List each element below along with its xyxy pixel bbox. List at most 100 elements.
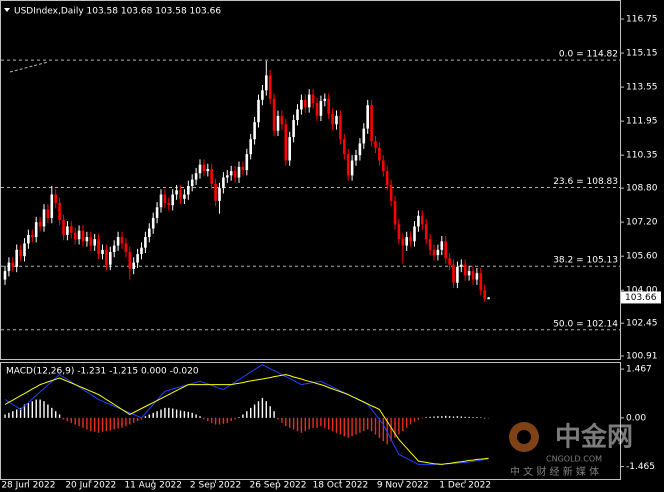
candle-body — [460, 264, 463, 267]
macd-histogram-bar — [105, 417, 108, 432]
macd-histogram-bar — [4, 414, 6, 418]
macd-histogram-bar — [265, 401, 267, 418]
x-tick-label: 20 Jul 2022 — [65, 481, 116, 491]
macd-histogram-bar — [445, 415, 447, 418]
candle-body — [261, 90, 264, 100]
macd-histogram-bar — [238, 417, 240, 418]
macd-histogram-bar — [195, 414, 197, 418]
candle-body — [327, 98, 330, 114]
macd-histogram-bar — [129, 417, 131, 425]
macd-histogram-bar — [58, 414, 61, 418]
macd-histogram-bar — [8, 412, 10, 418]
candle-body — [343, 139, 346, 155]
y-tick-label: 100.91 — [626, 351, 658, 361]
macd-histogram-bar — [27, 402, 30, 418]
macd-histogram-bar — [363, 417, 365, 432]
macd-histogram-bar — [113, 417, 115, 430]
candle-body — [233, 171, 237, 178]
macd-histogram-bar — [23, 404, 26, 418]
candle-body — [140, 247, 143, 255]
candle-body — [331, 113, 334, 125]
main-pane-frame — [0, 0, 621, 360]
watermark-tagline: 中 文 财 经 新 媒 体 — [510, 465, 599, 478]
candle-body — [257, 99, 260, 123]
candle-body — [471, 271, 475, 280]
candle-body — [73, 232, 77, 240]
candle-body — [335, 115, 338, 125]
candle-body — [81, 230, 85, 242]
macd-histogram-bar — [187, 411, 189, 418]
candle-body — [432, 249, 436, 256]
candle-body — [444, 241, 447, 259]
macd-histogram-bar — [320, 417, 322, 427]
macd-histogram-bar — [273, 411, 275, 418]
candle-body — [159, 194, 163, 208]
candle-body — [393, 200, 397, 225]
candle-body — [288, 137, 291, 161]
macd-histogram-bar — [281, 417, 283, 423]
y-tick-label: 113.55 — [626, 83, 658, 93]
macd-histogram-bar — [406, 417, 408, 428]
candle-body — [23, 243, 26, 257]
candle-body — [112, 245, 116, 252]
macd-histogram-bar — [339, 417, 342, 435]
candle-body — [280, 115, 284, 125]
candle-body — [101, 249, 104, 255]
candle-body — [89, 237, 93, 246]
macd-histogram-bar — [480, 417, 482, 419]
candle-body — [148, 228, 151, 238]
y-tick-label: -1.465 — [626, 462, 655, 472]
candle-body — [487, 297, 490, 300]
candle-body — [214, 183, 217, 201]
macd-histogram-bar — [31, 401, 33, 418]
macd-histogram-bar — [429, 416, 431, 418]
candle-body — [202, 164, 206, 172]
candle-body — [475, 273, 479, 280]
candle-body — [187, 186, 190, 195]
candle-body — [389, 184, 393, 201]
macd-histogram-bar — [285, 417, 287, 427]
macd-histogram-bar — [312, 417, 314, 428]
candle-body — [171, 194, 174, 206]
macd-histogram-bar — [472, 417, 474, 418]
candle-body — [116, 237, 120, 246]
macd-histogram-bar — [70, 417, 72, 423]
chart-title: USDIndex,Daily 103.58 103.68 103.58 103.… — [14, 7, 221, 17]
candle-body — [483, 290, 486, 299]
macd-histogram-bar — [97, 417, 100, 433]
candle-body — [183, 194, 186, 199]
macd-histogram-bar — [300, 417, 303, 433]
candle-body — [401, 239, 405, 246]
candle-body — [456, 266, 459, 283]
macd-histogram-bar — [257, 401, 260, 418]
candle-body — [198, 164, 202, 174]
candle-body — [194, 173, 198, 180]
macd-histogram-bar — [140, 417, 143, 420]
macd-histogram-bar — [39, 399, 41, 418]
candle-body — [268, 75, 272, 99]
candle-body — [315, 103, 319, 116]
candle-body — [151, 217, 155, 229]
candle-body — [284, 124, 288, 161]
macd-histogram-bar — [413, 417, 416, 422]
watermark-site: CNGOLD.COM — [546, 455, 602, 464]
candle-body — [413, 226, 416, 242]
macd-histogram-bar — [125, 417, 127, 427]
macd-histogram-bar — [378, 417, 381, 438]
macd-histogram-bar — [433, 416, 435, 418]
macd-histogram-bar — [66, 417, 69, 422]
macd-histogram-bar — [452, 416, 455, 418]
candle-body — [136, 254, 139, 263]
candle-body — [241, 166, 245, 171]
candle-body — [155, 207, 159, 218]
macd-histogram-bar — [199, 416, 201, 418]
candle-body — [366, 105, 369, 129]
macd-histogram-bar — [390, 417, 392, 442]
candle-body — [362, 128, 366, 144]
candle-body — [245, 154, 249, 171]
macd-histogram-bar — [402, 417, 404, 432]
macd-histogram-bar — [331, 417, 334, 432]
macd-histogram-bar — [214, 417, 217, 425]
macd-histogram-bar — [296, 417, 299, 432]
macd-histogram-bar — [277, 417, 279, 420]
